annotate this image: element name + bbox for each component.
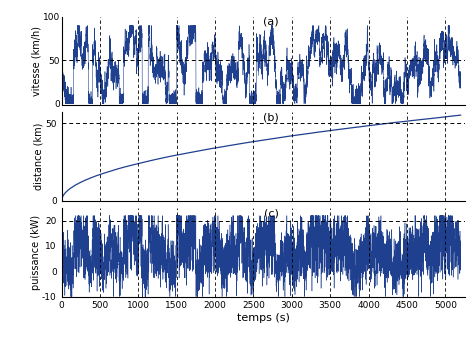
- Y-axis label: vitesse (km/h): vitesse (km/h): [32, 26, 42, 96]
- Text: (c): (c): [264, 208, 279, 218]
- Text: (b): (b): [263, 113, 279, 122]
- Y-axis label: puissance (kW): puissance (kW): [31, 215, 41, 290]
- Text: (a): (a): [264, 17, 279, 27]
- Y-axis label: distance (km): distance (km): [34, 123, 44, 190]
- X-axis label: temps (s): temps (s): [237, 313, 290, 323]
